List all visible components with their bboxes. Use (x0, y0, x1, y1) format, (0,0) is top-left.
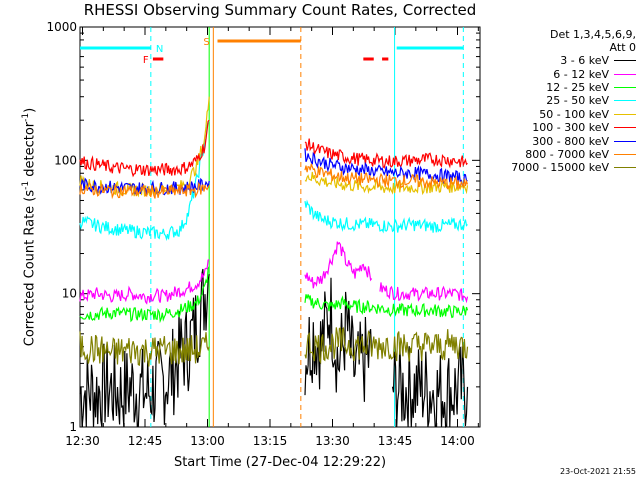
series-line (391, 342, 469, 428)
series-line (79, 119, 210, 178)
legend-header-line1: Det 1,3,4,5,6,9, (549, 28, 636, 41)
series-line (304, 241, 373, 289)
legend-entry: 800 - 7000 keV (482, 148, 636, 161)
series-line (304, 277, 373, 402)
footer-timestamp: 23-Oct-2021 21:55 (560, 467, 636, 476)
series-line (79, 119, 210, 242)
x-tick-label: 13:00 (190, 434, 225, 448)
x-tick-label: 12:30 (65, 434, 100, 448)
legend-swatch (614, 153, 636, 155)
series-line (304, 138, 468, 169)
series-line (79, 266, 210, 324)
legend-entry: 50 - 100 keV (482, 108, 636, 121)
legend-entry: 6 - 12 keV (482, 67, 636, 81)
marker-label: S (203, 37, 209, 48)
series-line (304, 326, 469, 365)
x-axis-title: Start Time (27-Dec-04 12:29:22) (173, 455, 387, 470)
legend-label: 6 - 12 keV (553, 67, 609, 81)
legend-swatch (614, 86, 636, 88)
legend-swatch (614, 100, 636, 102)
y-tick-label: 100 (54, 153, 77, 167)
series-line (304, 163, 469, 190)
series-line (79, 331, 210, 367)
series-line (79, 181, 210, 200)
y-tick-label: 1 (69, 420, 77, 434)
legend-entry: 100 - 300 keV (482, 121, 636, 134)
chart-title: RHESSI Observing Summary Count Rates, Co… (83, 1, 477, 19)
series-line (79, 259, 210, 305)
legend-entry: 7000 - 15000 keV (482, 161, 636, 174)
series-line (379, 282, 469, 304)
legend-label: 12 - 25 keV (546, 80, 609, 94)
marker-label: N (156, 44, 163, 55)
legend-swatch (614, 113, 636, 115)
legend-entry: 25 - 50 keV (482, 94, 636, 107)
legend-label: 50 - 100 keV (539, 107, 609, 121)
legend-entry: 12 - 25 keV (482, 81, 636, 94)
legend-label: 3 - 6 keV (560, 54, 609, 68)
legend-label: 300 - 800 keV (532, 134, 609, 148)
series-line (304, 199, 468, 234)
legend-swatch (614, 127, 636, 129)
legend-swatch (614, 60, 636, 62)
series-line (79, 268, 210, 428)
legend-label: 100 - 300 keV (532, 121, 609, 135)
y-tick-label: 10 (62, 287, 77, 301)
y-tick-label: 1000 (46, 20, 77, 34)
x-tick-label: 13:45 (378, 434, 413, 448)
x-tick-label: 14:00 (440, 434, 475, 448)
series-line (79, 96, 210, 198)
marker-label: F (143, 55, 149, 66)
legend-label: 25 - 50 keV (546, 94, 609, 108)
series-line (304, 148, 468, 188)
legend-header-line2: Att 0 (609, 41, 636, 54)
legend-swatch (614, 167, 636, 169)
x-tick-label: 13:30 (315, 434, 350, 448)
legend-label: 7000 - 15000 keV (511, 161, 609, 175)
legend-entry: 3 - 6 keV (482, 54, 636, 67)
series-line (304, 294, 469, 319)
legend: Det 1,3,4,5,6,9, Att 0 3 - 6 keV 6 - 12 k… (482, 28, 636, 175)
x-tick-label: 12:45 (128, 434, 163, 448)
legend-entry: 300 - 800 keV (482, 134, 636, 148)
plot-frame (79, 26, 481, 428)
y-axis-title: Corrected Count Rate (s-1 detector-1) (21, 107, 38, 347)
x-tick-label: 13:15 (253, 434, 288, 448)
legend-swatch (614, 73, 636, 75)
legend-swatch (614, 140, 636, 142)
legend-label: 800 - 7000 keV (525, 147, 609, 161)
